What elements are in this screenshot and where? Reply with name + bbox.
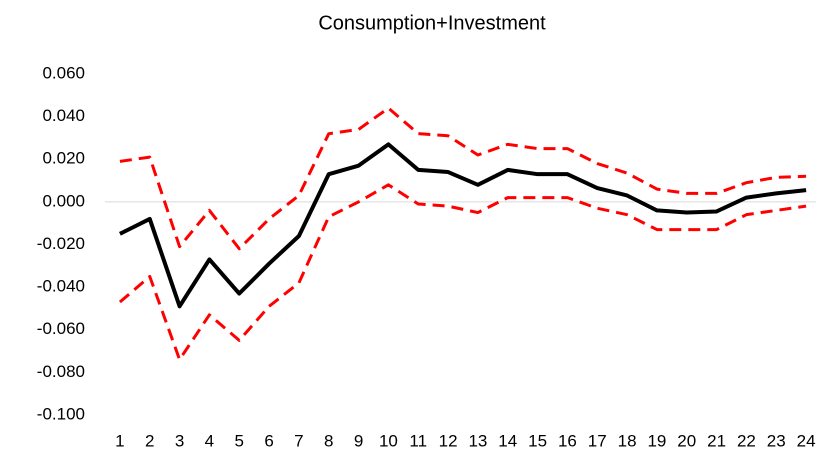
x-tick-label: 5: [235, 431, 244, 450]
y-tick-label: 0.020: [42, 149, 85, 168]
y-tick-label: -0.100: [37, 404, 85, 423]
x-tick-label: 8: [324, 431, 333, 450]
x-tick-label: 3: [175, 431, 184, 450]
x-tick-label: 10: [379, 431, 398, 450]
y-tick-label: -0.080: [37, 362, 85, 381]
x-tick-label: 20: [677, 431, 696, 450]
series-line: [119, 106, 807, 251]
x-tick-label: 6: [264, 431, 273, 450]
x-tick-label: 7: [294, 431, 303, 450]
x-tick-label: 13: [468, 431, 487, 450]
y-tick-label: -0.020: [37, 234, 85, 253]
y-tick-label: 0.060: [42, 63, 85, 82]
x-tick-label: 17: [588, 431, 607, 450]
x-tick-label: 16: [558, 431, 577, 450]
x-tick-label: 18: [618, 431, 637, 450]
x-tick-label: 15: [528, 431, 547, 450]
x-tick-label: 14: [498, 431, 517, 450]
y-tick-label: -0.040: [37, 277, 85, 296]
x-tick-label: 24: [797, 431, 816, 450]
x-tick-label: 21: [707, 431, 726, 450]
x-tick-label: 4: [205, 431, 214, 450]
x-tick-label: 19: [647, 431, 666, 450]
x-tick-label: 11: [409, 431, 427, 450]
series-line: [118, 183, 807, 362]
x-tick-label: 22: [737, 431, 756, 450]
x-tick-label: 1: [115, 431, 124, 450]
x-tick-label: 12: [439, 431, 458, 450]
x-tick-label: 9: [354, 431, 363, 450]
series-line: [119, 142, 807, 309]
x-tick-label: 23: [767, 431, 786, 450]
y-tick-label: 0.000: [42, 191, 85, 210]
chart-title: Consumption+Investment: [318, 12, 546, 34]
y-tick-label: -0.060: [37, 319, 85, 338]
x-tick-label: 2: [145, 431, 154, 450]
y-tick-label: 0.040: [42, 106, 85, 125]
